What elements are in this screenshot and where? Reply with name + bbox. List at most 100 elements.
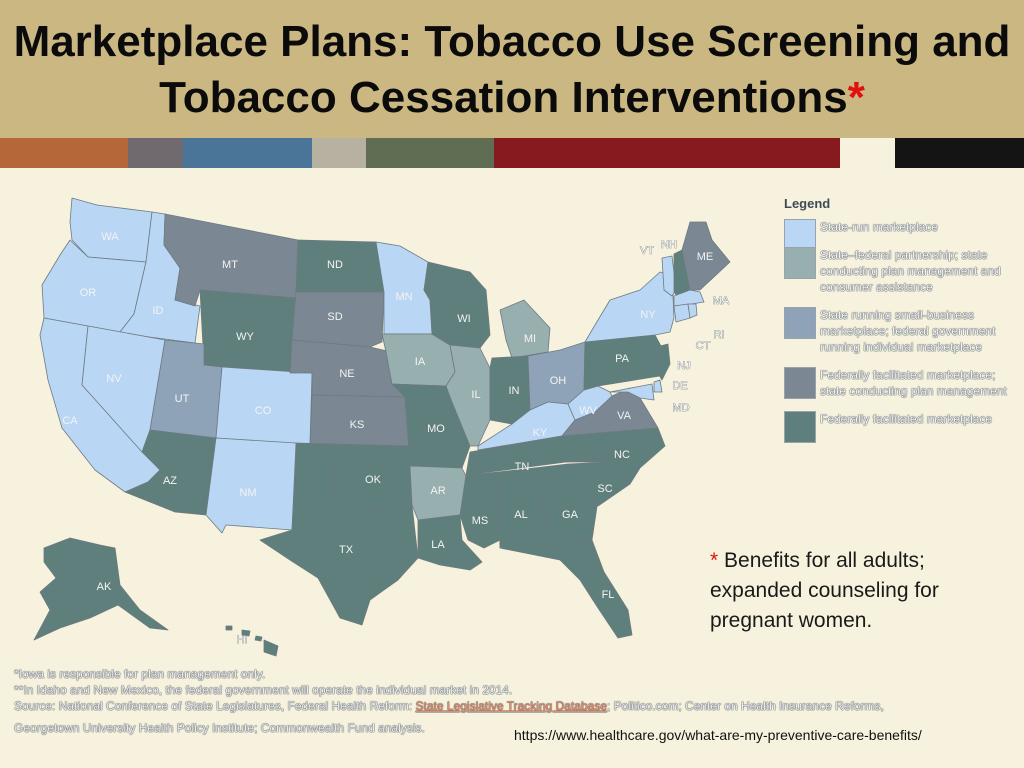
us-marketplace-map: WA OR CA ID NV MT WY UT CO AZ NM ND SD N… [33, 197, 731, 657]
label-ne: NE [339, 368, 354, 380]
color-stripe-7 [895, 138, 1024, 168]
label-nm: NM [239, 487, 256, 499]
label-al: AL [514, 509, 527, 521]
color-stripe-5 [366, 138, 494, 168]
label-fl: FL [602, 589, 615, 601]
label-ms: MS [472, 515, 489, 527]
label-ca: CA [62, 415, 78, 427]
label-ok: OK [365, 474, 382, 486]
label-in: IN [509, 385, 520, 397]
label-wi: WI [457, 313, 470, 325]
label-ak: AK [97, 581, 112, 593]
label-tn: TN [515, 461, 530, 473]
label-wy: WY [236, 331, 254, 343]
state-mi [499, 299, 551, 359]
title-band [0, 0, 1024, 138]
footnote-iowa: *Iowa is responsible for plan management… [14, 667, 266, 681]
label-ma: MA [713, 295, 730, 307]
state-ri [687, 303, 698, 319]
label-wa: WA [101, 231, 119, 243]
label-nv: NV [106, 373, 122, 385]
label-hi: HI [237, 634, 248, 646]
page-title: Marketplace Plans: Tobacco Use Screening… [0, 14, 1024, 126]
title-asterisk: * [847, 73, 865, 122]
legend-label-federal: Federally facilitated marketplace [820, 412, 993, 426]
legend: Legend State-run marketplace State–feder… [784, 196, 1020, 443]
label-ia: IA [415, 356, 426, 368]
state-nm [205, 437, 297, 534]
state-hi [225, 625, 279, 657]
state-la [417, 514, 483, 571]
label-ri: RI [714, 329, 725, 341]
legend-swatch-state-run [784, 219, 816, 251]
label-ga: GA [562, 509, 579, 521]
label-or: OR [80, 287, 97, 299]
label-wv: WV [579, 405, 597, 417]
label-ny: NY [640, 309, 656, 321]
state-mn [375, 241, 433, 335]
legend-swatch-small-business [784, 307, 816, 339]
state-ak [33, 537, 169, 641]
title-line-1: Marketplace Plans: Tobacco Use Screening… [13, 17, 1011, 66]
legend-swatch-federal [784, 411, 816, 443]
label-mt: MT [222, 259, 238, 271]
legend-item-federal: Federally facilitated marketplace [784, 411, 1020, 443]
label-mo: MO [427, 423, 445, 435]
label-id: ID [153, 305, 164, 317]
label-nd: ND [327, 259, 343, 271]
state-wi [423, 261, 491, 349]
label-ky: KY [533, 427, 548, 439]
label-tx: TX [339, 544, 354, 556]
note-asterisk: * [710, 549, 719, 572]
label-sd: SD [327, 311, 342, 323]
label-sc: SC [597, 483, 612, 495]
label-ar: AR [430, 485, 445, 497]
footnote-idaho-new-mexico: **In Idaho and New Mexico, the federal g… [14, 683, 513, 697]
label-ut: UT [175, 393, 190, 405]
legend-item-partnership: State–federal partnership; state conduct… [784, 247, 1020, 295]
state-ms [459, 471, 501, 549]
color-stripe-4 [312, 138, 366, 168]
label-md: MD [672, 402, 689, 414]
title-line-2: Tobacco Cessation Interventions* [0, 70, 1024, 126]
label-mn: MN [395, 291, 412, 303]
state-fl [499, 529, 633, 639]
benefits-note: * Benefits for all adults; expanded coun… [710, 546, 990, 636]
label-il: IL [471, 389, 480, 401]
label-ct: CT [696, 340, 711, 352]
label-ks: KS [350, 419, 365, 431]
footnote-source: Source: National Conference of State Leg… [14, 698, 884, 714]
footnote-source-cont: Georgetown University Health Policy Inst… [14, 721, 425, 735]
legend-title: Legend [784, 196, 831, 211]
label-pa: PA [615, 353, 630, 365]
color-stripe-6 [494, 138, 840, 168]
legend-item-small-business: State running small-business marketplace… [784, 307, 1020, 355]
state-sd [291, 291, 385, 348]
legend-swatch-partnership [784, 247, 816, 279]
label-nh: NH [661, 239, 677, 251]
legend-label-state-run: State-run marketplace [820, 220, 939, 234]
state-ny [584, 271, 675, 343]
source-suffix: ; Politico.com; Center on Health Insuran… [607, 699, 884, 713]
source-url[interactable]: https://www.healthcare.gov/what-are-my-p… [514, 727, 922, 743]
label-az: AZ [163, 475, 177, 487]
label-nc: NC [614, 449, 630, 461]
color-stripe-2 [128, 138, 183, 168]
state-de [653, 379, 663, 393]
source-prefix: Source: National Conference of State Leg… [14, 699, 416, 713]
source-link[interactable]: State Legislative Tracking Database [415, 699, 607, 713]
legend-label-partnership: State–federal partnership; state conduct… [820, 248, 1001, 294]
state-tx [259, 454, 419, 626]
color-stripe-3 [183, 138, 312, 168]
legend-item-federal-state-mgmt: Federally facilitated marketplace; state… [784, 367, 1020, 399]
label-va: VA [617, 410, 632, 422]
label-nj: NJ [677, 360, 690, 372]
state-il [445, 344, 491, 447]
legend-item-state-run: State-run marketplace [784, 219, 1020, 251]
state-vt [661, 255, 677, 297]
label-vt: VT [640, 245, 654, 257]
state-md [609, 383, 655, 401]
label-la: LA [431, 539, 445, 551]
label-oh: OH [550, 375, 567, 387]
label-me: ME [697, 251, 714, 263]
